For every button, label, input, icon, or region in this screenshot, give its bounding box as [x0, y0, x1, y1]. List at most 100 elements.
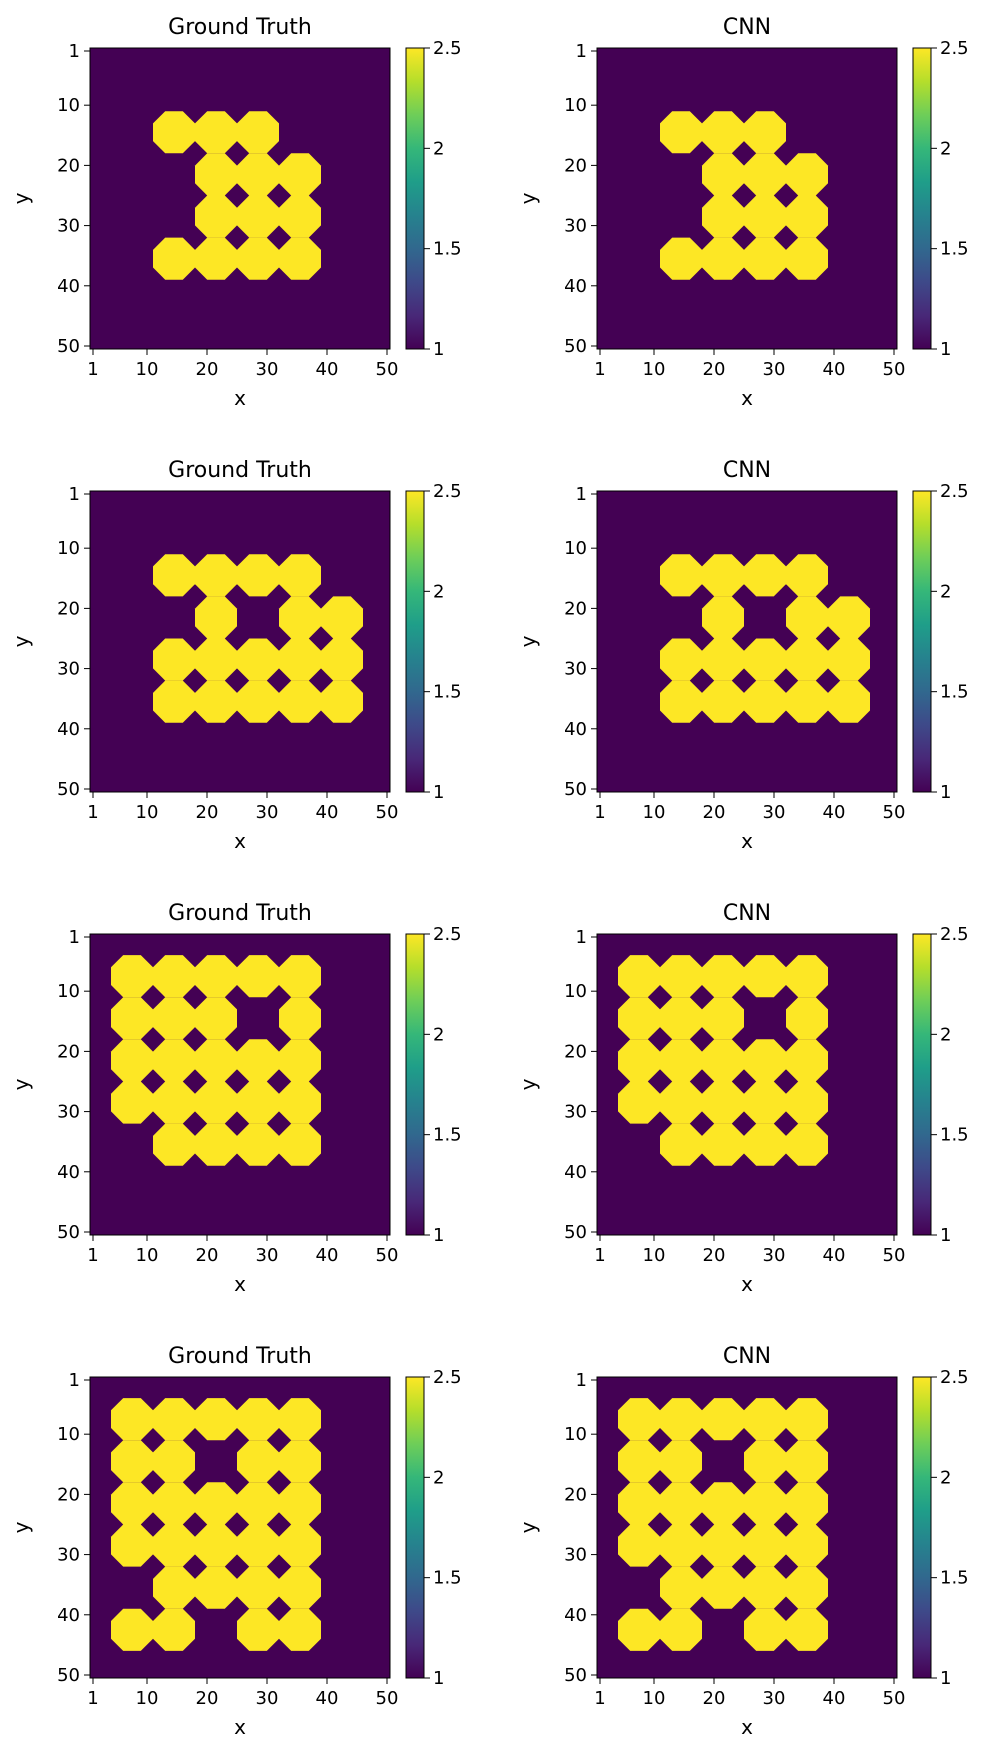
y-axis-label: y: [516, 635, 540, 647]
heatmap-blob: [279, 153, 321, 196]
heatmap-blob: [237, 153, 279, 196]
colorbar-tick-label: 1: [940, 1225, 951, 1246]
colorbar-tick-label: 2: [940, 138, 951, 159]
y-tick-label: 30: [57, 1545, 80, 1566]
heatmap-background: [90, 48, 390, 349]
colorbar-frame: [405, 933, 425, 1236]
heatmap-blob: [786, 1440, 828, 1483]
heatmap-blob: [153, 680, 195, 723]
heatmap-blobs: [618, 955, 828, 1166]
heatmap-blob: [237, 1608, 279, 1651]
colorbar-tick-label: 1.5: [433, 682, 462, 703]
x-tick-label: 20: [196, 802, 219, 823]
x-tick-label: 30: [256, 802, 279, 823]
colorbar-frame: [912, 1376, 932, 1679]
heatmap-blob: [195, 638, 237, 681]
heatmap-blob: [195, 153, 237, 196]
x-tick-label: 20: [196, 1688, 219, 1709]
colorbar-tick-label: 1: [433, 339, 444, 360]
y-tick-label: 10: [564, 981, 587, 1002]
y-axis-label: y: [516, 192, 540, 204]
x-tick-label: 40: [823, 1245, 846, 1266]
colorbar-gradient: [406, 1377, 424, 1678]
heatmap-blob: [279, 680, 321, 723]
heatmap-blob: [744, 1608, 786, 1651]
y-axis-label: y: [9, 635, 33, 647]
heatmap-blob: [744, 195, 786, 238]
heatmap-blob: [786, 153, 828, 196]
heatmap-blob: [660, 1123, 702, 1166]
heatmap-blob: [828, 680, 870, 723]
y-tick-label: 20: [57, 598, 80, 619]
colorbar-tick-label: 2.5: [433, 38, 462, 59]
heatmap-blob: [744, 1081, 786, 1124]
heatmap-blob: [111, 997, 153, 1040]
x-tick-label: 50: [883, 802, 906, 823]
axes-frame: [596, 1376, 898, 1679]
heatmap-blob: [195, 195, 237, 238]
x-tick-label: 10: [643, 1245, 666, 1266]
heatmap-blob: [660, 1608, 702, 1651]
heatmap-blob: [279, 596, 321, 639]
heatmap-blobs: [618, 1398, 828, 1651]
heatmap-blob: [786, 1566, 828, 1609]
heatmap-blob: [279, 955, 321, 998]
y-axis-label: y: [516, 1078, 540, 1090]
heatmap-blob: [702, 1398, 744, 1441]
y-tick-label: 20: [564, 1484, 587, 1505]
y-tick-label: 20: [57, 1484, 80, 1505]
heatmap-blob: [618, 1039, 660, 1082]
axes-frame: [596, 47, 898, 350]
heatmap-blob: [786, 955, 828, 998]
colorbar-frame: [912, 47, 932, 350]
colorbar-gradient: [913, 934, 931, 1235]
colorbar: 1 1.5 2 2.5: [912, 924, 969, 1246]
chart-title: CNN: [723, 458, 771, 483]
heatmap-blob: [237, 1566, 279, 1609]
x-tick-label: 30: [763, 359, 786, 380]
chart-title: Ground Truth: [168, 15, 312, 40]
x-tick-label: 30: [763, 802, 786, 823]
y-tick-label: 50: [564, 336, 587, 357]
chart-panel-8: 1 10 20 30 40 50 1 10 20 30 40 50 CNN x y 1 1.5 2 2.5: [516, 1344, 969, 1739]
heatmap-background: [597, 48, 897, 349]
x-axis-label: x: [741, 1715, 753, 1739]
colorbar: 1 1.5 2 2.5: [912, 1367, 969, 1689]
heatmap-blob: [618, 1608, 660, 1651]
heatmap-blob: [786, 554, 828, 597]
colorbar-tick-label: 1: [940, 1668, 951, 1689]
x-tick-label: 50: [376, 1245, 399, 1266]
x-tick-label: 20: [196, 359, 219, 380]
heatmap-blob: [321, 596, 363, 639]
x-tick-label: 10: [643, 359, 666, 380]
y-tick-label: 20: [564, 155, 587, 176]
y-tick-label: 10: [57, 95, 80, 116]
heatmap-blob: [786, 638, 828, 681]
heatmap-blob: [153, 955, 195, 998]
x-axis-label: x: [234, 386, 246, 410]
heatmap-blob: [786, 1081, 828, 1124]
heatmap-blob: [279, 1039, 321, 1082]
heatmap-blob: [660, 1566, 702, 1609]
heatmap-blob: [786, 1608, 828, 1651]
heatmap-blob: [786, 680, 828, 723]
y-axis-label: y: [9, 1078, 33, 1090]
heatmap-blob: [744, 1123, 786, 1166]
heatmap-blob: [702, 1123, 744, 1166]
heatmap-blob: [660, 237, 702, 280]
heatmap-blob: [153, 1039, 195, 1082]
y-tick-label: 1: [69, 1370, 80, 1391]
heatmap-blob: [111, 1482, 153, 1525]
heatmap-blob: [195, 1566, 237, 1609]
heatmap-blob: [279, 1482, 321, 1525]
heatmap-blob: [618, 1081, 660, 1124]
x-tick-label: 10: [643, 1688, 666, 1709]
axes-frame: [89, 47, 391, 350]
heatmap-blob: [111, 1081, 153, 1124]
colorbar: 1 1.5 2 2.5: [912, 38, 969, 360]
y-tick-label: 1: [69, 927, 80, 948]
heatmap-blob: [279, 638, 321, 681]
axes-frame: [89, 490, 391, 793]
colorbar-frame: [405, 490, 425, 793]
x-tick-label: 50: [376, 1688, 399, 1709]
